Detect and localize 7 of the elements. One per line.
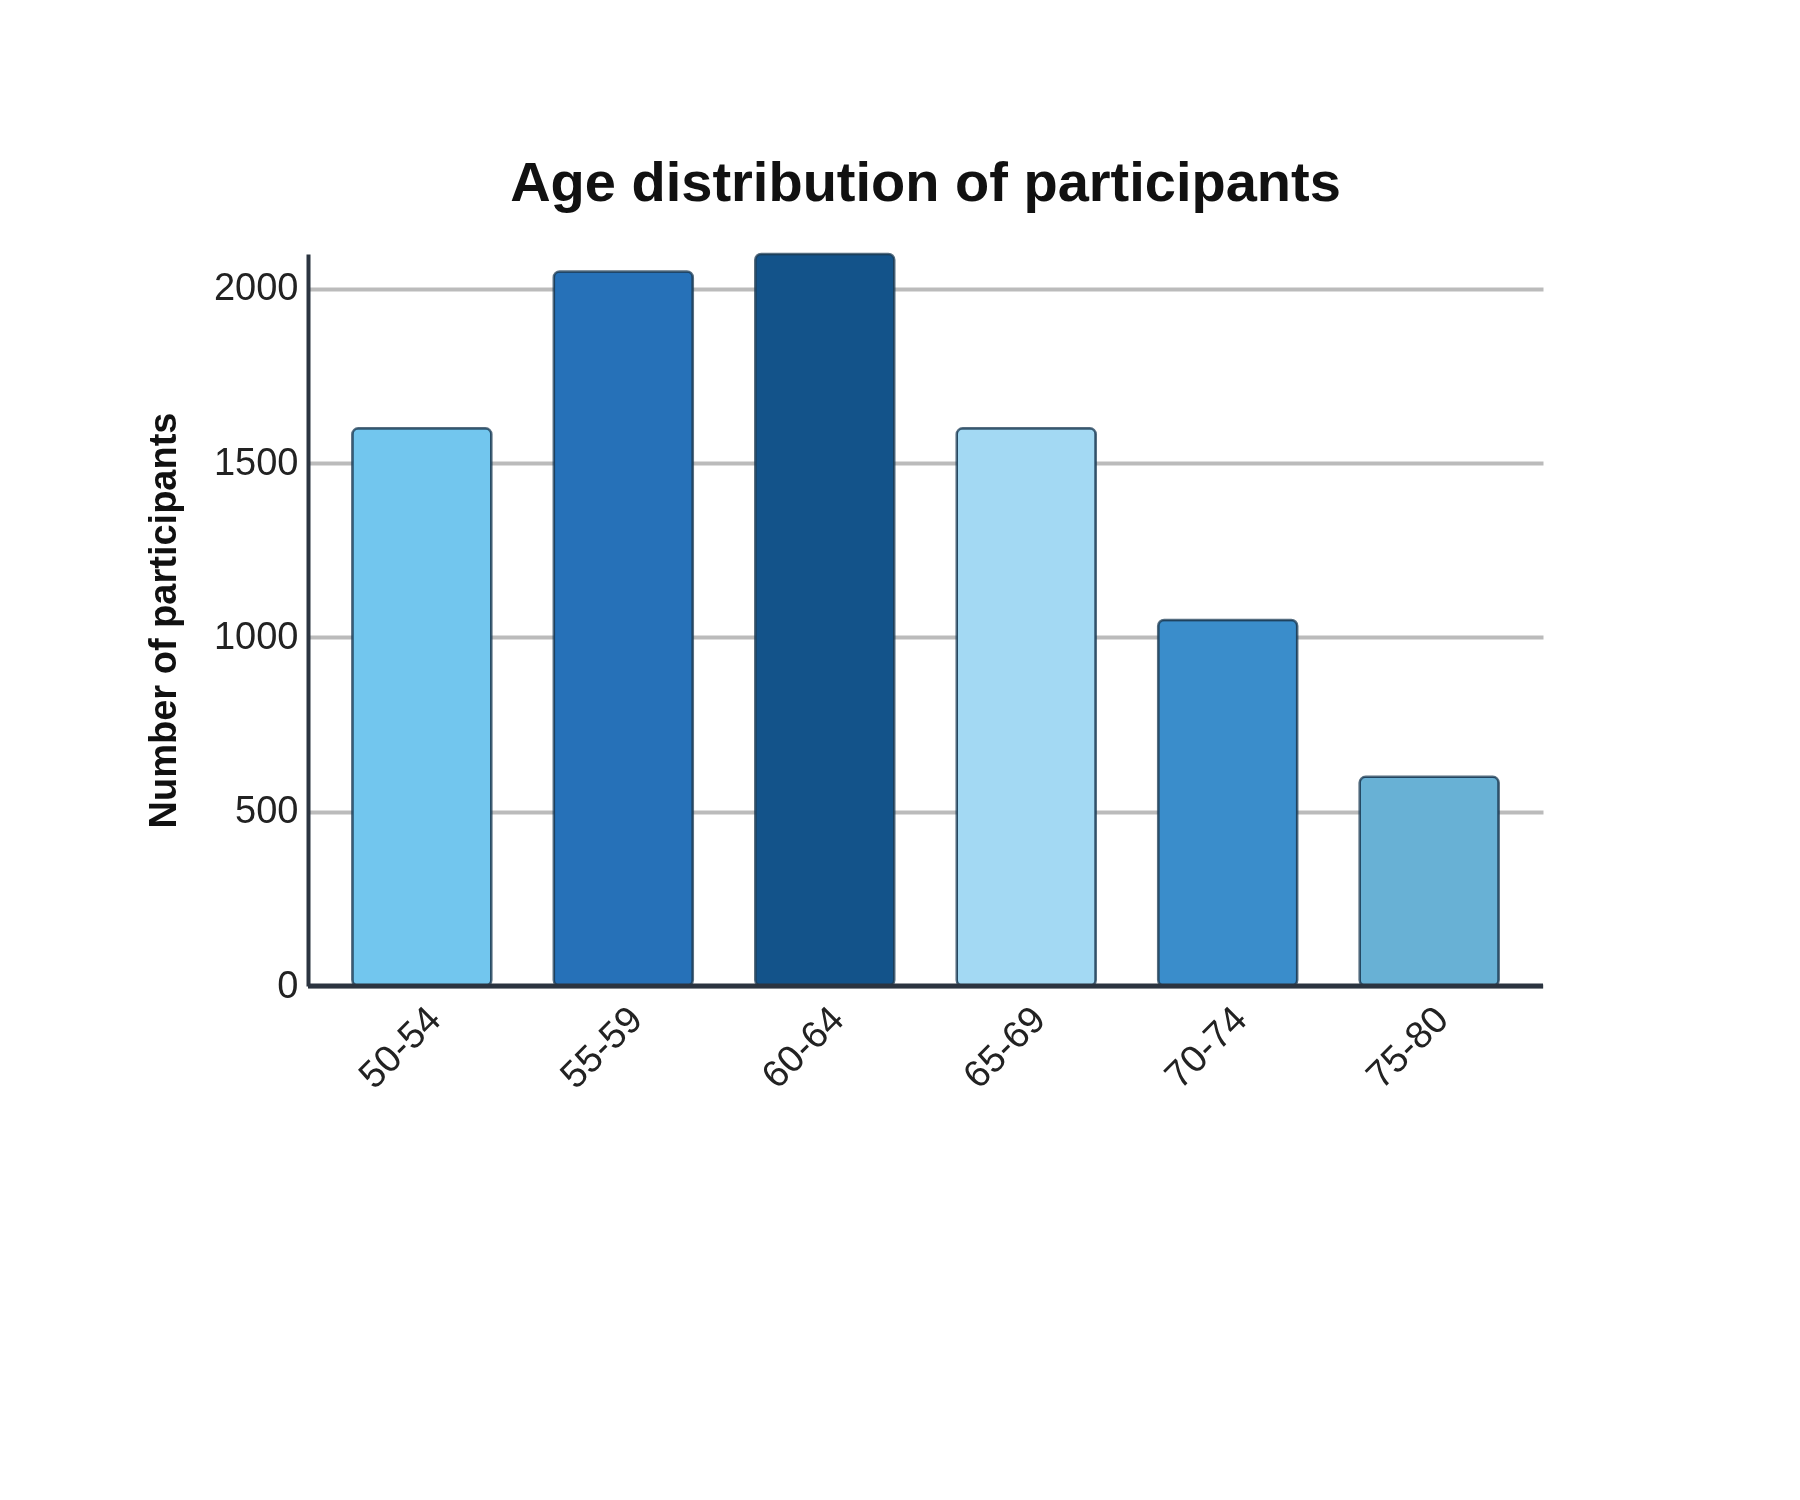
- y-tick-label: 500: [235, 789, 299, 832]
- y-tick-label: 1500: [213, 440, 299, 483]
- y-axis-title: Number of participants: [141, 412, 184, 829]
- y-tick-label: 2000: [213, 266, 299, 309]
- y-tick-label: 1000: [213, 614, 299, 657]
- y-tick-label: 0: [277, 963, 299, 1006]
- chart-title: Age distribution of participants: [510, 149, 1341, 213]
